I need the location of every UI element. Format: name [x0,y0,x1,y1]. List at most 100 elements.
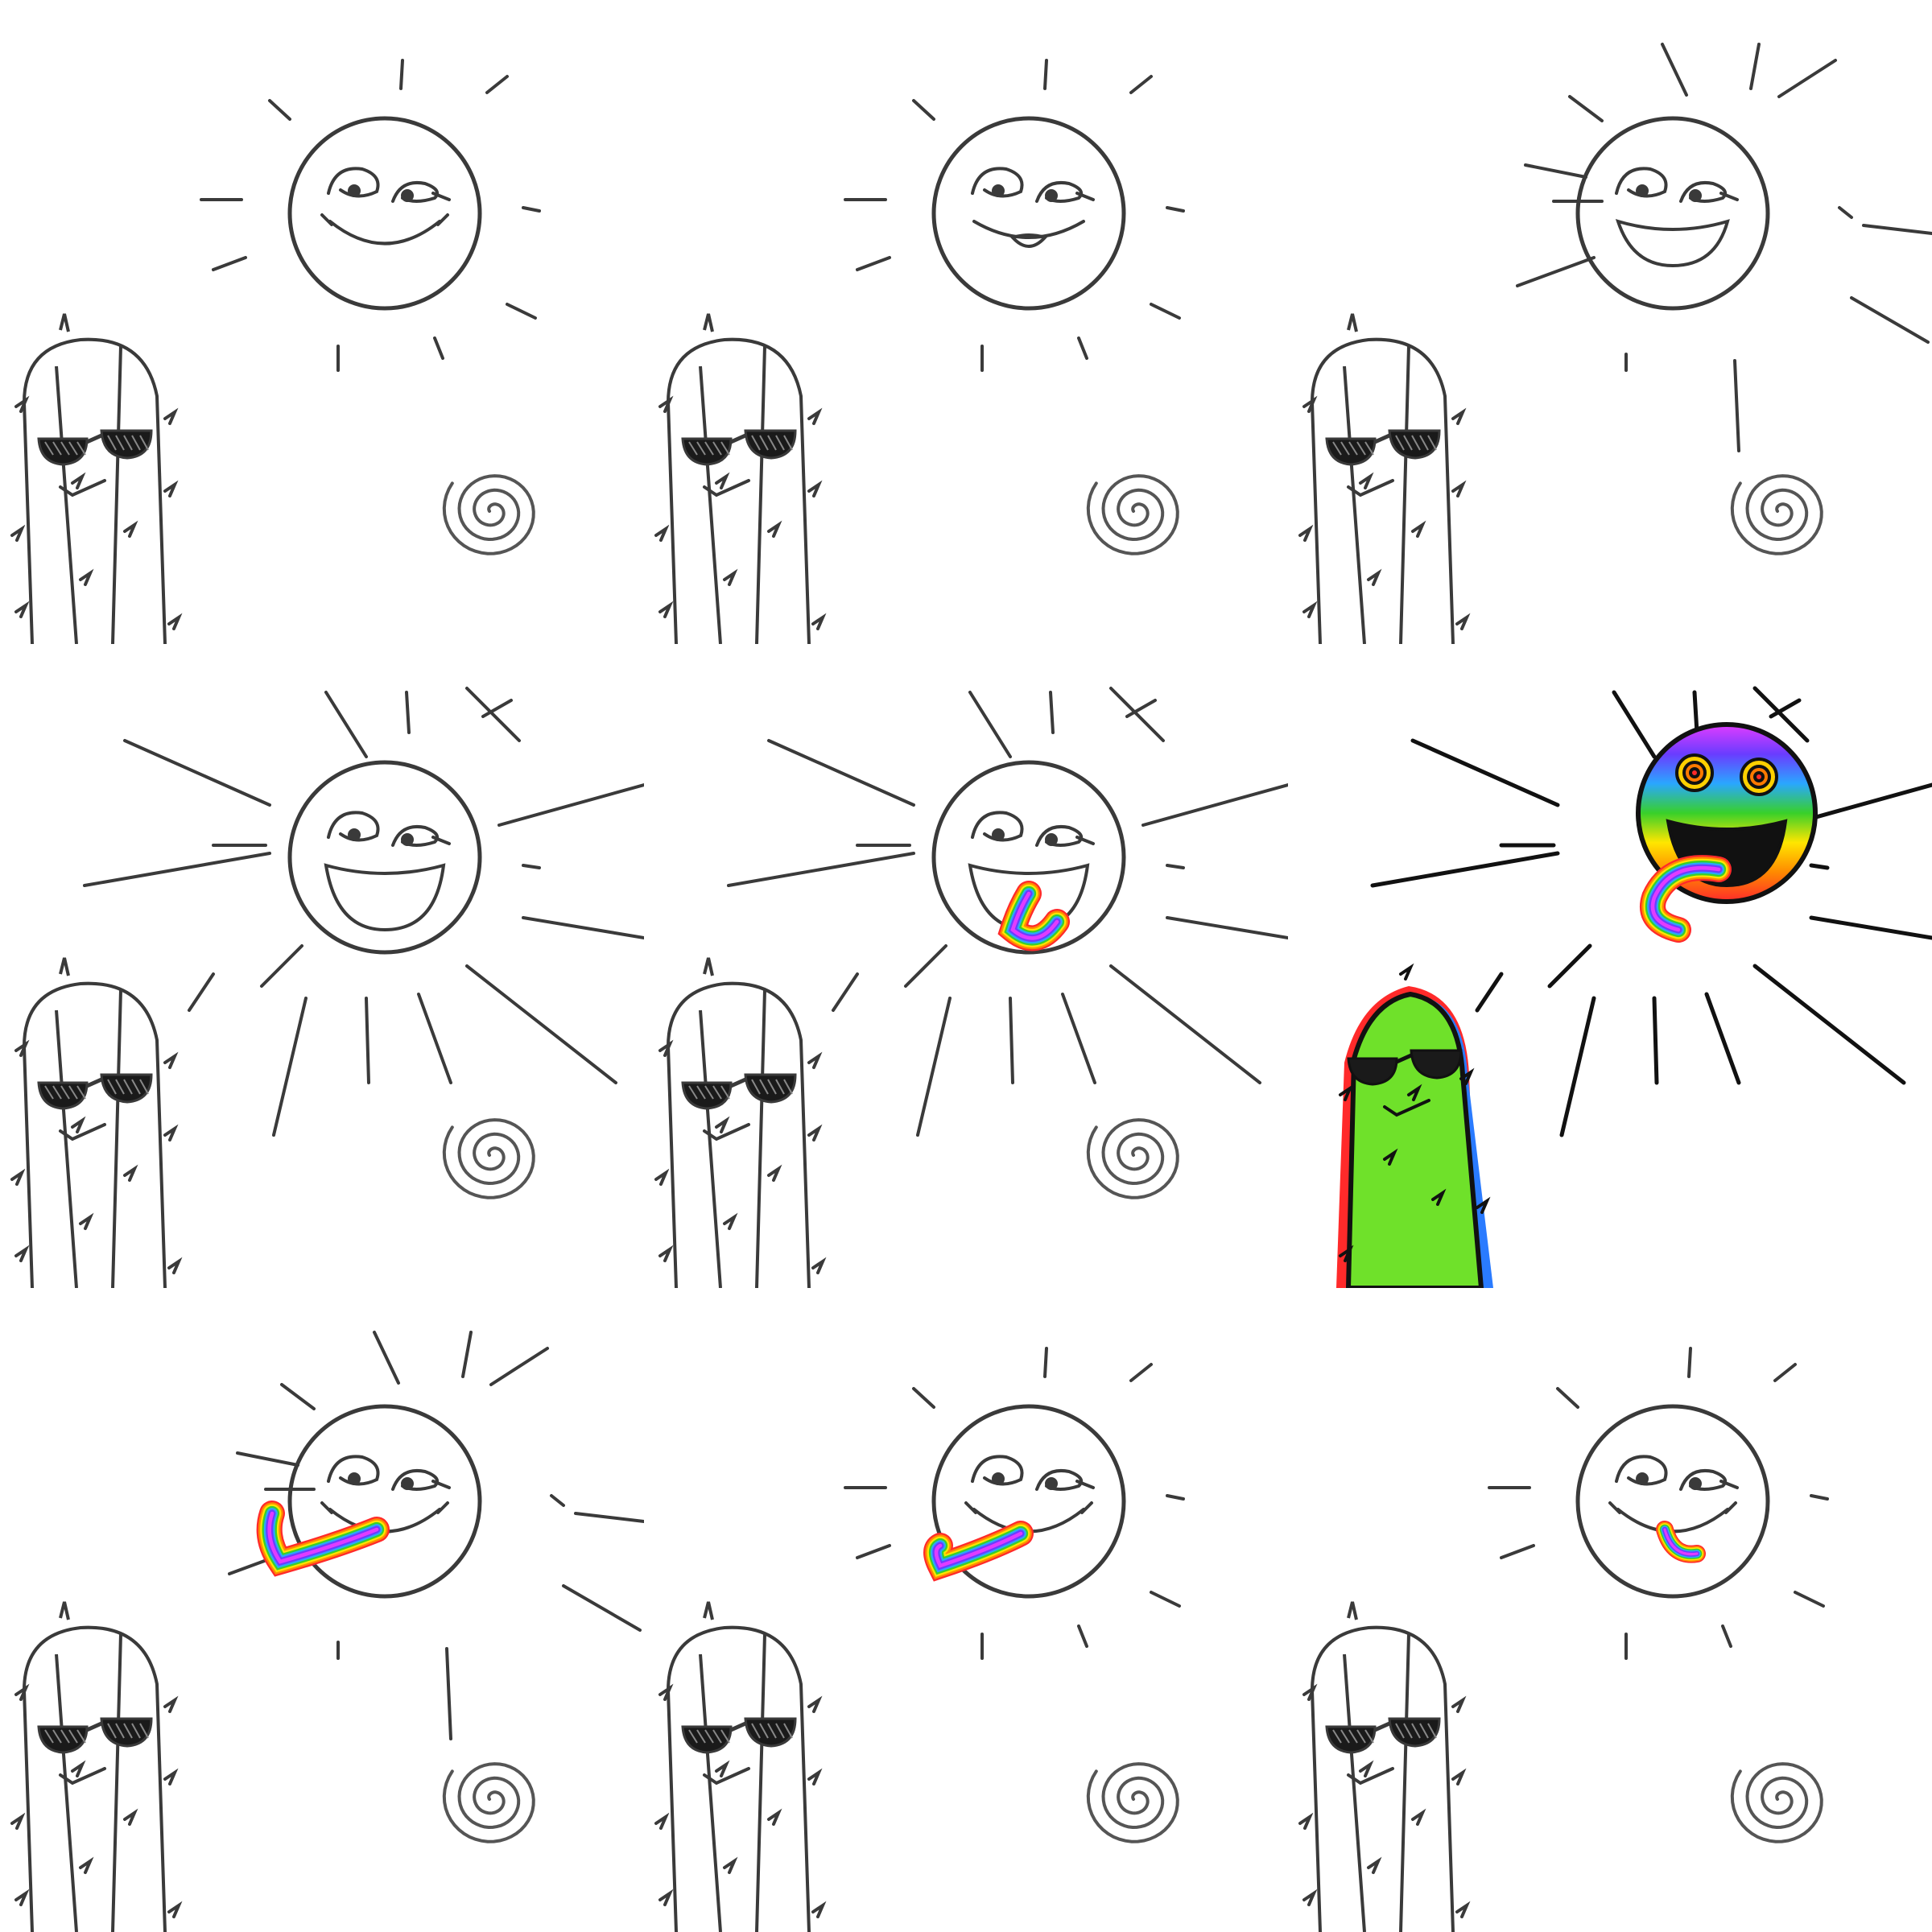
cactus-spikes [10,395,183,630]
sun-mouth [968,863,1090,932]
smiling-sun-icon [844,1347,1185,1660]
cactus-spikes [1298,395,1471,630]
panel-drawing [1336,686,1932,1288]
sun-rays [1516,43,1932,452]
cactus-spikes [654,1683,827,1918]
cool-cactus-icon [10,957,183,1288]
sun-rays [1370,686,1932,1137]
panel-drawing [10,1331,644,1932]
smiling-sun-icon [1370,686,1932,1137]
rainbow-tongue-icon [1640,855,1732,943]
panel-drawing [10,59,541,644]
sun-rays [228,1331,644,1740]
cool-cactus-icon [10,313,183,644]
sunglasses-icon [681,429,797,466]
rainbow-tongue-icon [1656,1521,1706,1563]
cool-cactus-icon [654,957,827,1288]
sun-eyes [1615,1455,1739,1491]
cactus-mouth [59,1767,106,1785]
cactus-mouth [703,479,750,497]
cactus-mouth [703,1767,750,1785]
sun-face [931,760,1126,955]
sun-eyes [327,1455,451,1491]
spiral-icon [1086,1762,1179,1843]
sun-rays [727,687,1288,1137]
cactus-spikes [10,1039,183,1274]
smiling-sun-icon [83,687,644,1137]
cool-cactus-icon [1336,963,1493,1288]
comic-panel-2 [644,0,1288,644]
rainbow-tongue-icon [997,881,1070,952]
cactus-spikes [654,395,827,630]
sunglasses-icon [37,429,153,466]
cactus-mouth [1383,1099,1430,1117]
sun-eyes [327,167,451,203]
panel-drawing [654,1347,1185,1932]
sun-face [287,116,482,311]
panel-drawing [1298,1347,1829,1932]
cactus-mouth [59,1123,106,1141]
sun-rays [200,59,541,372]
sunglasses-icon [1347,1049,1463,1086]
comic-panel-8 [644,1288,1288,1932]
panel-drawing [10,687,644,1288]
cool-cactus-icon [1298,1601,1471,1932]
sun-eyes [1615,167,1739,203]
sun-rays [1488,1347,1829,1660]
sunglasses-icon [37,1717,153,1754]
smiling-sun-icon [228,1331,644,1740]
cool-cactus-icon [10,1601,183,1932]
comic-panel-7 [0,1288,644,1932]
sun-mouth [972,220,1085,248]
sun-face [287,760,482,955]
sunglasses-icon [1325,1717,1441,1754]
cactus-mouth [59,479,106,497]
sun-eyes [1675,753,1778,796]
sun-eyes [971,167,1095,203]
sun-mouth [324,863,446,932]
smiling-sun-icon [1516,43,1932,452]
comic-panel-1 [0,0,644,644]
spiral-icon [442,1762,535,1843]
sun-face [1575,1404,1770,1599]
sun-rays [844,59,1185,372]
spiral-icon [1730,1762,1823,1843]
cactus-spikes [1298,1683,1471,1918]
sun-face [931,1404,1126,1599]
comic-panel-4 [0,644,644,1288]
cactus-mouth [1347,479,1394,497]
spiral-icon [1086,474,1179,555]
panel-drawing [654,687,1288,1288]
rainbow-tongue-icon [256,1501,390,1577]
spiral-icon [1730,474,1823,555]
cool-cactus-icon [654,313,827,644]
cool-cactus-icon [1298,313,1471,644]
cactus-mouth [1347,1767,1394,1785]
panel-drawing [1298,43,1932,644]
smiling-sun-icon [844,59,1185,372]
sun-face [1575,116,1770,311]
cactus-mouth [703,1123,750,1141]
sun-rays [83,687,644,1137]
spiral-icon [442,474,535,555]
smiling-sun-icon [727,687,1288,1137]
sun-mouth [320,213,449,246]
cactus-spikes [10,1683,183,1918]
comic-panel-9 [1288,1288,1932,1932]
sun-face [931,116,1126,311]
sun-eyes [971,811,1095,847]
cactus-spikes [1339,963,1491,1262]
sun-face [287,1404,482,1599]
sun-eyes [327,811,451,847]
sun-rays [844,1347,1185,1660]
sun-mouth [1615,219,1730,268]
panel-drawing [654,59,1185,644]
smiling-sun-icon [200,59,541,372]
comic-panel-6 [1288,644,1932,1288]
sunglasses-icon [1325,429,1441,466]
comic-panel-3 [1288,0,1932,644]
sunglasses-icon [681,1073,797,1110]
smiling-sun-icon [1488,1347,1829,1660]
sunglasses-icon [37,1073,153,1110]
cactus-spikes [654,1039,827,1274]
